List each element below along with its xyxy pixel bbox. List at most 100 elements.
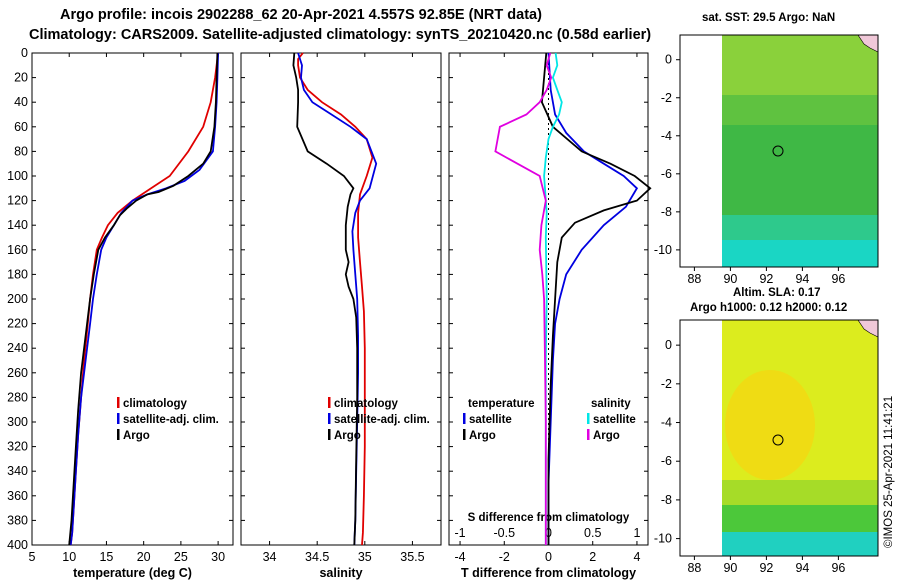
sst-map-mid-band xyxy=(722,95,878,125)
x-tick-label: 20 xyxy=(137,550,151,564)
imos-timestamp: ©IMOS 25-Apr-2021 11:41:21 xyxy=(883,395,895,548)
sst-x-tick-label: 88 xyxy=(687,272,701,286)
sst-map-cool-band2 xyxy=(722,240,878,267)
legend-temp-item: Argo xyxy=(469,430,496,442)
legend-swatch xyxy=(328,429,331,440)
series-line-satellite-adj-clim- xyxy=(69,52,219,546)
series-line-salinity-satellite xyxy=(543,52,563,545)
x-axis-label: salinity xyxy=(319,566,362,580)
y-tick-label: 40 xyxy=(14,95,28,109)
sla-y-tick-label: -8 xyxy=(661,493,672,507)
y-tick-label: 180 xyxy=(7,267,28,281)
y-tick-label: 160 xyxy=(7,243,28,257)
legend-item: climatology xyxy=(123,398,188,410)
x2-tick-label: 0.5 xyxy=(584,526,601,540)
x-tick-label: 34 xyxy=(263,550,277,564)
sst-map-border xyxy=(679,34,879,268)
x-tick-label: 35.5 xyxy=(400,550,424,564)
legend-sal-item: Argo xyxy=(593,430,620,442)
sla-x-tick-label: 94 xyxy=(795,561,809,575)
y-tick-label: 340 xyxy=(7,464,28,478)
legend-sal-item: satellite xyxy=(593,414,636,426)
x-tick-label: 34.5 xyxy=(305,550,329,564)
x-tick-label: 25 xyxy=(174,550,188,564)
x-tick-label: 4 xyxy=(633,550,640,564)
sst-x-tick-label: 96 xyxy=(831,272,845,286)
sla-map-low-band3 xyxy=(722,532,878,556)
legend-item: climatology xyxy=(334,398,399,410)
legend-temp-heading: temperature xyxy=(468,398,534,410)
sst-y-tick-label: -2 xyxy=(661,91,672,105)
sla-map-title: Altim. SLA: 0.17 xyxy=(733,287,821,299)
legend-swatch xyxy=(117,429,120,440)
x-tick-label: 5 xyxy=(29,550,36,564)
legend-item: Argo xyxy=(334,430,361,442)
y-tick-label: 380 xyxy=(7,513,28,527)
series-line-argo xyxy=(68,52,219,546)
legend-sal-heading: salinity xyxy=(591,398,631,410)
y-tick-label: 280 xyxy=(7,390,28,404)
x-tick-label: 15 xyxy=(99,550,113,564)
y-tick-label: 140 xyxy=(7,218,28,232)
x-tick-label: 2 xyxy=(589,550,596,564)
y-tick-label: 0 xyxy=(21,46,28,60)
series-line-salinity-argo xyxy=(494,52,553,545)
sst-x-tick-label: 92 xyxy=(759,272,773,286)
sst-argo-marker xyxy=(772,145,784,157)
sla-x-tick-label: 92 xyxy=(759,561,773,575)
sst-y-tick-label: -6 xyxy=(661,167,672,181)
y-tick-label: 240 xyxy=(7,341,28,355)
x2-tick-label: -0.5 xyxy=(494,526,516,540)
legend-item: satellite-adj. clim. xyxy=(334,414,430,426)
sst-map xyxy=(679,34,879,268)
x-tick-label: -2 xyxy=(499,550,510,564)
series-line-temperature-argo xyxy=(540,52,652,545)
legend-swatch xyxy=(328,413,331,424)
sla-y-tick-label: -10 xyxy=(654,532,672,546)
sst-x-tick-label: 94 xyxy=(795,272,809,286)
y-tick-label: 320 xyxy=(7,440,28,454)
sst-map-warm-band xyxy=(722,35,878,95)
x-axis-label: temperature (deg C) xyxy=(73,566,192,580)
sla-map-subtitle: Argo h1000: 0.12 h2000: 0.12 xyxy=(690,302,848,314)
y-tick-label: 120 xyxy=(7,194,28,208)
x-tick-label: -4 xyxy=(454,550,465,564)
y-tick-label: 100 xyxy=(7,169,28,183)
sla-x-tick-label: 88 xyxy=(687,561,701,575)
y-tick-label: 20 xyxy=(14,71,28,85)
sst-map-title: sat. SST: 29.5 Argo: NaN xyxy=(702,12,836,24)
x2-tick-label: -1 xyxy=(454,526,465,540)
panel-frame-2 xyxy=(240,52,442,546)
legend-item: Argo xyxy=(123,430,150,442)
y-tick-label: 220 xyxy=(7,317,28,331)
series-line-argo xyxy=(292,52,359,546)
x2-tick-label: 1 xyxy=(633,526,640,540)
sla-y-tick-label: -4 xyxy=(661,416,672,430)
sst-y-tick-label: -10 xyxy=(654,243,672,257)
legend-temp-swatch xyxy=(463,429,466,440)
legend-temp-item: satellite xyxy=(469,414,512,426)
x-tick-label: 30 xyxy=(211,550,225,564)
legend-swatch xyxy=(117,413,120,424)
sla-y-tick-label: -2 xyxy=(661,377,672,391)
x-axis-label: T difference from climatology xyxy=(461,566,636,580)
legend-swatch xyxy=(117,397,120,408)
sla-y-tick-label: -6 xyxy=(661,454,672,468)
legend-temp-swatch xyxy=(463,413,466,424)
sla-map-border xyxy=(679,319,879,557)
sla-x-tick-label: 96 xyxy=(831,561,845,575)
x-tick-label: 10 xyxy=(62,550,76,564)
x-tick-label: 35 xyxy=(358,550,372,564)
sst-x-tick-label: 90 xyxy=(723,272,737,286)
figure-title-line2: Climatology: CARS2009. Satellite-adjuste… xyxy=(29,27,652,43)
legend-swatch xyxy=(328,397,331,408)
sst-y-tick-label: 0 xyxy=(665,53,672,67)
y-tick-label: 80 xyxy=(14,144,28,158)
y-tick-label: 200 xyxy=(7,292,28,306)
series-line-climatology xyxy=(297,52,374,546)
sla-map-high xyxy=(725,370,815,480)
legend-item: satellite-adj. clim. xyxy=(123,414,219,426)
x-tick-label: 0 xyxy=(545,550,552,564)
y-tick-label: 260 xyxy=(7,366,28,380)
